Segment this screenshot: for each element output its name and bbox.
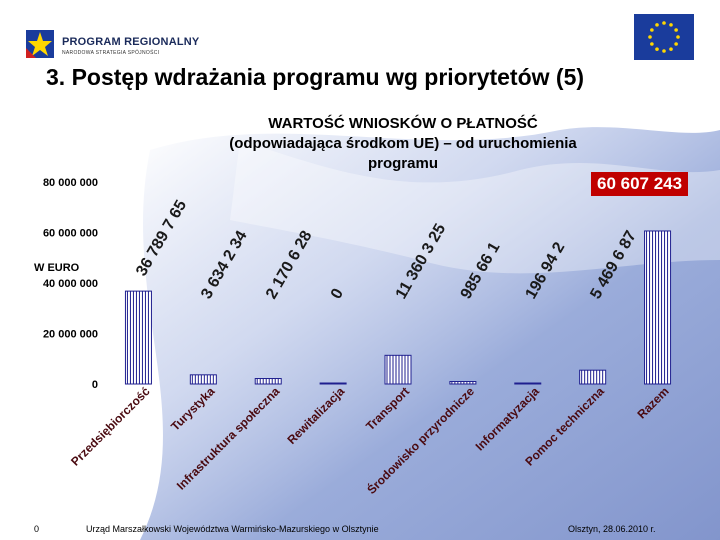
y-axis-label: W EURO bbox=[34, 262, 80, 274]
eu-flag-icon bbox=[634, 14, 694, 60]
x-tick-label: Rewitalizacja bbox=[285, 384, 348, 447]
bars bbox=[124, 230, 672, 385]
logo-star-icon bbox=[26, 30, 54, 58]
eu-star-icon bbox=[650, 42, 654, 46]
data-label: 11 360 3 25 bbox=[393, 221, 450, 302]
total-value-badge: 60 607 243 bbox=[591, 172, 689, 196]
chart-title-line1: WARTOŚĆ WNIOSKÓW O PŁATNOŚĆ bbox=[268, 115, 538, 132]
eu-star-icon bbox=[674, 28, 678, 32]
chart-title-line3: programu bbox=[367, 155, 438, 172]
data-label: 2 170 6 28 bbox=[263, 228, 316, 302]
y-tick-label: 80 000 000 bbox=[43, 177, 98, 189]
eu-star-icon bbox=[655, 23, 659, 27]
x-tick-label: Środowisko przyrodnicze bbox=[364, 383, 478, 497]
data-label: 5 469 6 87 bbox=[587, 228, 640, 302]
y-tick-label: 20 000 000 bbox=[43, 329, 98, 341]
page-number: 0 bbox=[34, 524, 40, 534]
data-label: 0 bbox=[328, 286, 347, 302]
bar bbox=[189, 374, 217, 385]
eu-star-icon bbox=[655, 47, 659, 51]
bar bbox=[124, 290, 152, 385]
y-axis-tick-labels: 0 20 000 000 40 000 000 60 000 000 80 000 00… bbox=[43, 177, 98, 391]
eu-star-icon bbox=[669, 23, 673, 27]
bar bbox=[644, 230, 672, 385]
program-logo: PROGRAM REGIONALNY NARODOWA STRATEGIA SP… bbox=[22, 18, 282, 70]
data-label: 36 789 7 65 bbox=[133, 197, 190, 279]
x-tick-label: Przedsiębiorczość bbox=[68, 384, 153, 469]
y-tick-label: 60 000 000 bbox=[43, 228, 98, 240]
chart-title-line2: (odpowiadająca środkom UE) – od uruchomi… bbox=[229, 135, 577, 152]
x-tick-label: Razem bbox=[634, 384, 671, 421]
eu-star-icon bbox=[676, 35, 680, 39]
eu-star-icon bbox=[669, 47, 673, 51]
bar bbox=[449, 381, 477, 385]
y-tick-label: 0 bbox=[92, 379, 98, 391]
data-label: 3 634 2 34 bbox=[198, 228, 251, 302]
data-label: 196 94 2 bbox=[523, 239, 569, 302]
bar bbox=[254, 378, 282, 385]
footer-date: Olsztyn, 28.06.2010 r. bbox=[568, 524, 656, 534]
eu-star-icon bbox=[662, 49, 666, 53]
eu-star-icon bbox=[662, 21, 666, 25]
eu-star-icon bbox=[648, 35, 652, 39]
x-tick-label: Turystyka bbox=[168, 384, 218, 434]
eu-star-icon bbox=[674, 42, 678, 46]
logo-subtitle: NARODOWA STRATEGIA SPÓJNOŚCI bbox=[62, 50, 160, 56]
eu-star-icon bbox=[650, 28, 654, 32]
data-labels: 36 789 7 65 3 634 2 34 2 170 6 28 0 11 360 3… bbox=[133, 197, 640, 302]
slide-title: 3. Postęp wdrażania programu wg prioryte… bbox=[46, 64, 585, 90]
footer-institution: Urząd Marszałkowski Województwa Warmińsk… bbox=[86, 524, 379, 534]
data-label: 985 66 1 bbox=[458, 239, 504, 302]
bar bbox=[384, 354, 412, 385]
x-tick-label: Transport bbox=[363, 384, 412, 433]
bar bbox=[579, 369, 607, 385]
x-tick-label: Informatyzacja bbox=[473, 384, 543, 454]
x-axis-tick-labels: Przedsiębiorczość TurystykaInfrastruktura… bbox=[68, 383, 672, 497]
logo-title: PROGRAM REGIONALNY bbox=[62, 36, 200, 48]
bar bbox=[319, 382, 347, 385]
chart-title: WARTOŚĆ WNIOSKÓW O PŁATNOŚĆ (odpowiadają… bbox=[168, 114, 638, 174]
y-tick-label: 40 000 000 bbox=[43, 278, 98, 290]
bar bbox=[514, 382, 542, 385]
